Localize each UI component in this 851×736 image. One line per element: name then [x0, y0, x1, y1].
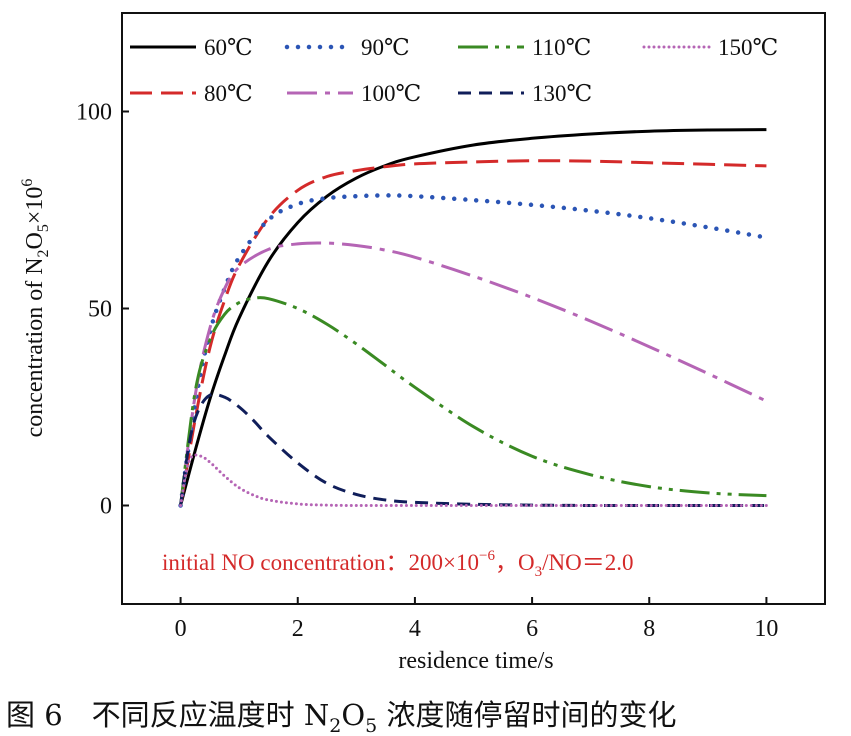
- x-tick-label: 2: [292, 616, 304, 642]
- series-line-2: [179, 159, 767, 506]
- x-tick-label: 6: [526, 616, 538, 642]
- legend-label: 60℃: [204, 35, 253, 60]
- y-tick-label: 100: [76, 100, 112, 126]
- y-label-sup: 6: [19, 179, 36, 187]
- y-tick-label: 50: [88, 297, 112, 323]
- y-tick-label: 0: [100, 494, 112, 520]
- x-axis-label: residence time/s: [398, 648, 553, 674]
- figure-caption: 图 6 不同反应温度时 N2O5 浓度随停留时间的变化: [6, 698, 676, 736]
- series-line-4: [179, 241, 768, 506]
- y-axis-ticks: 0 50 100: [76, 100, 129, 520]
- y-axis-label: concentration of N2O5×106: [19, 179, 52, 438]
- series-line-5: [179, 296, 767, 506]
- legend-label: 110℃: [532, 35, 591, 60]
- x-tick-label: 0: [175, 616, 187, 642]
- legend: 60℃ 80℃ 90℃ 100℃ 110℃ 130℃ 150℃: [130, 35, 778, 106]
- series-lines: [178, 128, 769, 508]
- x-tick-label: 8: [643, 616, 655, 642]
- legend-label: 150℃: [718, 35, 778, 60]
- series-line-7: [179, 453, 768, 508]
- legend-label: 130℃: [532, 81, 592, 106]
- y-label-sub5: 5: [35, 224, 52, 232]
- legend-label: 100℃: [361, 81, 421, 106]
- legend-label: 80℃: [204, 81, 253, 106]
- x-tick-label: 10: [754, 616, 778, 642]
- y-label-sub2: 2: [35, 249, 52, 257]
- x-axis-ticks: 0 2 4 6 8 10: [175, 597, 778, 642]
- series-line-1: [179, 128, 767, 506]
- x-tick-label: 4: [409, 616, 421, 642]
- legend-label: 90℃: [361, 35, 410, 60]
- chart-annotation: initial NO concentration：200×10−6，O3/NO＝…: [162, 548, 634, 580]
